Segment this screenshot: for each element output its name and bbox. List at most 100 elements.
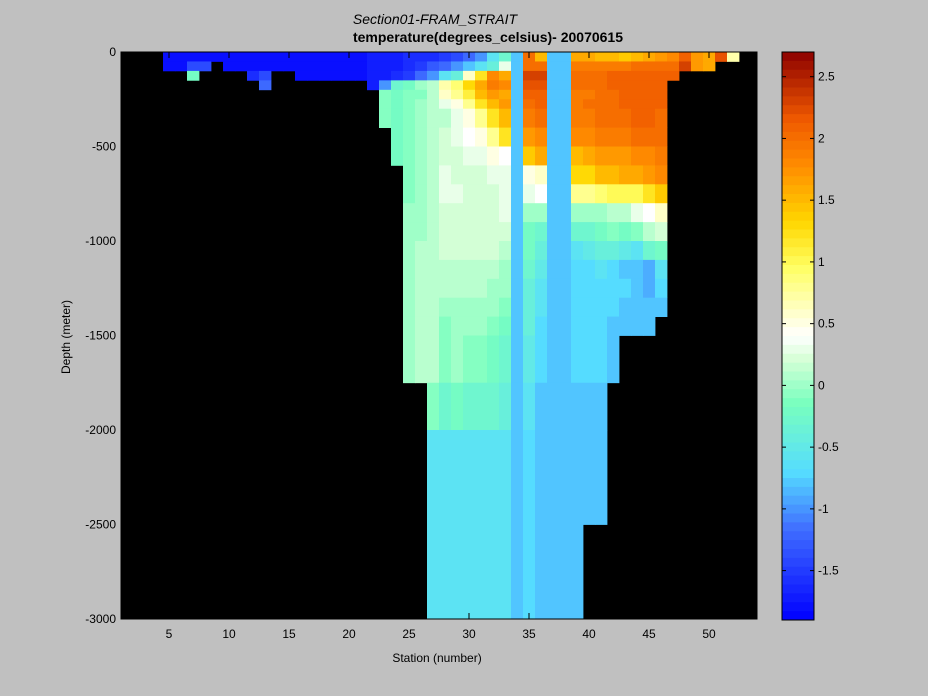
heatmap-cell	[571, 99, 584, 110]
colorbar-swatch	[782, 495, 814, 506]
heatmap-cell	[535, 52, 548, 62]
heatmap-cell	[487, 70, 500, 81]
heatmap-cell	[595, 297, 608, 317]
heatmap-cell	[619, 165, 632, 185]
heatmap-cell	[643, 99, 656, 110]
colorbar-swatch	[782, 167, 814, 177]
heatmap-cell	[499, 80, 512, 91]
heatmap-cell	[367, 61, 380, 72]
heatmap-cell	[439, 61, 452, 72]
heatmap-cell	[439, 222, 452, 242]
heatmap-cell	[595, 222, 608, 242]
heatmap-cell	[403, 222, 416, 242]
heatmap-cell	[631, 108, 644, 128]
heatmap-cell	[451, 165, 464, 185]
colorbar-swatch	[782, 238, 814, 248]
heatmap-cell	[487, 241, 500, 261]
heatmap-cell	[403, 165, 416, 185]
heatmap-cell	[391, 80, 404, 91]
heatmap-cell	[523, 430, 536, 525]
heatmap-cell	[499, 382, 512, 431]
heatmap-cell	[595, 89, 608, 100]
heatmap-cell	[403, 89, 416, 100]
y-tick-label: -500	[92, 140, 116, 154]
colorbar-swatch	[782, 362, 814, 372]
heatmap-cell	[463, 335, 476, 384]
heatmap-cell	[535, 61, 548, 72]
heatmap-cell	[631, 222, 644, 242]
heatmap-cell	[307, 61, 320, 72]
heatmap-cell	[559, 259, 572, 280]
heatmap-cell	[547, 61, 560, 72]
heatmap-cell	[511, 52, 524, 62]
heatmap-cell	[607, 184, 620, 204]
heatmap-cell	[595, 108, 608, 128]
colorbar-swatch	[782, 557, 814, 568]
heatmap-cell	[511, 278, 524, 299]
heatmap-cell	[451, 382, 464, 431]
heatmap-cell	[655, 80, 668, 91]
heatmap-cell	[559, 335, 572, 384]
heatmap-cell	[523, 222, 536, 242]
heatmap-cell	[415, 203, 428, 223]
colorbar-swatch	[782, 176, 814, 186]
heatmap-cell	[307, 52, 320, 62]
heatmap-cell	[655, 259, 668, 280]
y-tick-label: -2500	[85, 518, 116, 532]
heatmap-cell	[595, 259, 608, 280]
heatmap-cell	[547, 222, 560, 242]
heatmap-cell	[403, 297, 416, 317]
heatmap-cell	[451, 146, 464, 166]
heatmap-cell	[727, 52, 740, 62]
heatmap-cell	[463, 127, 476, 147]
heatmap-cell	[463, 203, 476, 223]
heatmap-cell	[571, 146, 584, 166]
colorbar-tick-label: 0	[818, 378, 825, 392]
heatmap-cell	[379, 52, 392, 62]
heatmap-cell	[415, 99, 428, 110]
colorbar-swatch	[782, 593, 814, 603]
heatmap-cell	[499, 99, 512, 110]
heatmap-cell	[499, 61, 512, 72]
colorbar-swatch	[782, 327, 814, 337]
heatmap-cell	[559, 524, 572, 620]
heatmap-cell	[439, 108, 452, 128]
heatmap-cell	[451, 297, 464, 317]
heatmap-cell	[403, 127, 416, 147]
heatmap-cell	[475, 278, 488, 299]
heatmap-cell	[547, 184, 560, 204]
heatmap-cell	[643, 184, 656, 204]
heatmap-cell	[643, 108, 656, 128]
heatmap-cell	[619, 297, 632, 317]
heatmap-cell	[403, 108, 416, 128]
heatmap-cell	[295, 52, 308, 62]
heatmap-cell	[499, 259, 512, 280]
heatmap-cell	[643, 222, 656, 242]
heatmap-cell	[283, 61, 296, 72]
heatmap-cell	[547, 80, 560, 91]
heatmap-cell	[511, 297, 524, 317]
heatmap-cell	[427, 89, 440, 100]
heatmap-cell	[559, 382, 572, 431]
heatmap-cell	[175, 52, 188, 62]
heatmap-cell	[487, 61, 500, 72]
heatmap-cell	[619, 80, 632, 91]
heatmap-cell	[511, 259, 524, 280]
heatmap-cell	[511, 146, 524, 166]
heatmap-cell	[475, 430, 488, 525]
heatmap-cell	[655, 52, 668, 62]
heatmap-cell	[439, 89, 452, 100]
heatmap-cell	[619, 146, 632, 166]
heatmap-cell	[439, 52, 452, 62]
colorbar-tick-label: 0.5	[818, 317, 835, 331]
heatmap-cell	[511, 241, 524, 261]
heatmap-cell	[451, 524, 464, 620]
heatmap-cell	[619, 203, 632, 223]
heatmap-cell	[367, 52, 380, 62]
colorbar-swatch	[782, 433, 814, 443]
heatmap-cell	[595, 278, 608, 299]
heatmap-cell	[607, 61, 620, 72]
colorbar-swatch	[782, 96, 814, 106]
heatmap-cell	[583, 108, 596, 128]
heatmap-cell	[199, 52, 212, 62]
